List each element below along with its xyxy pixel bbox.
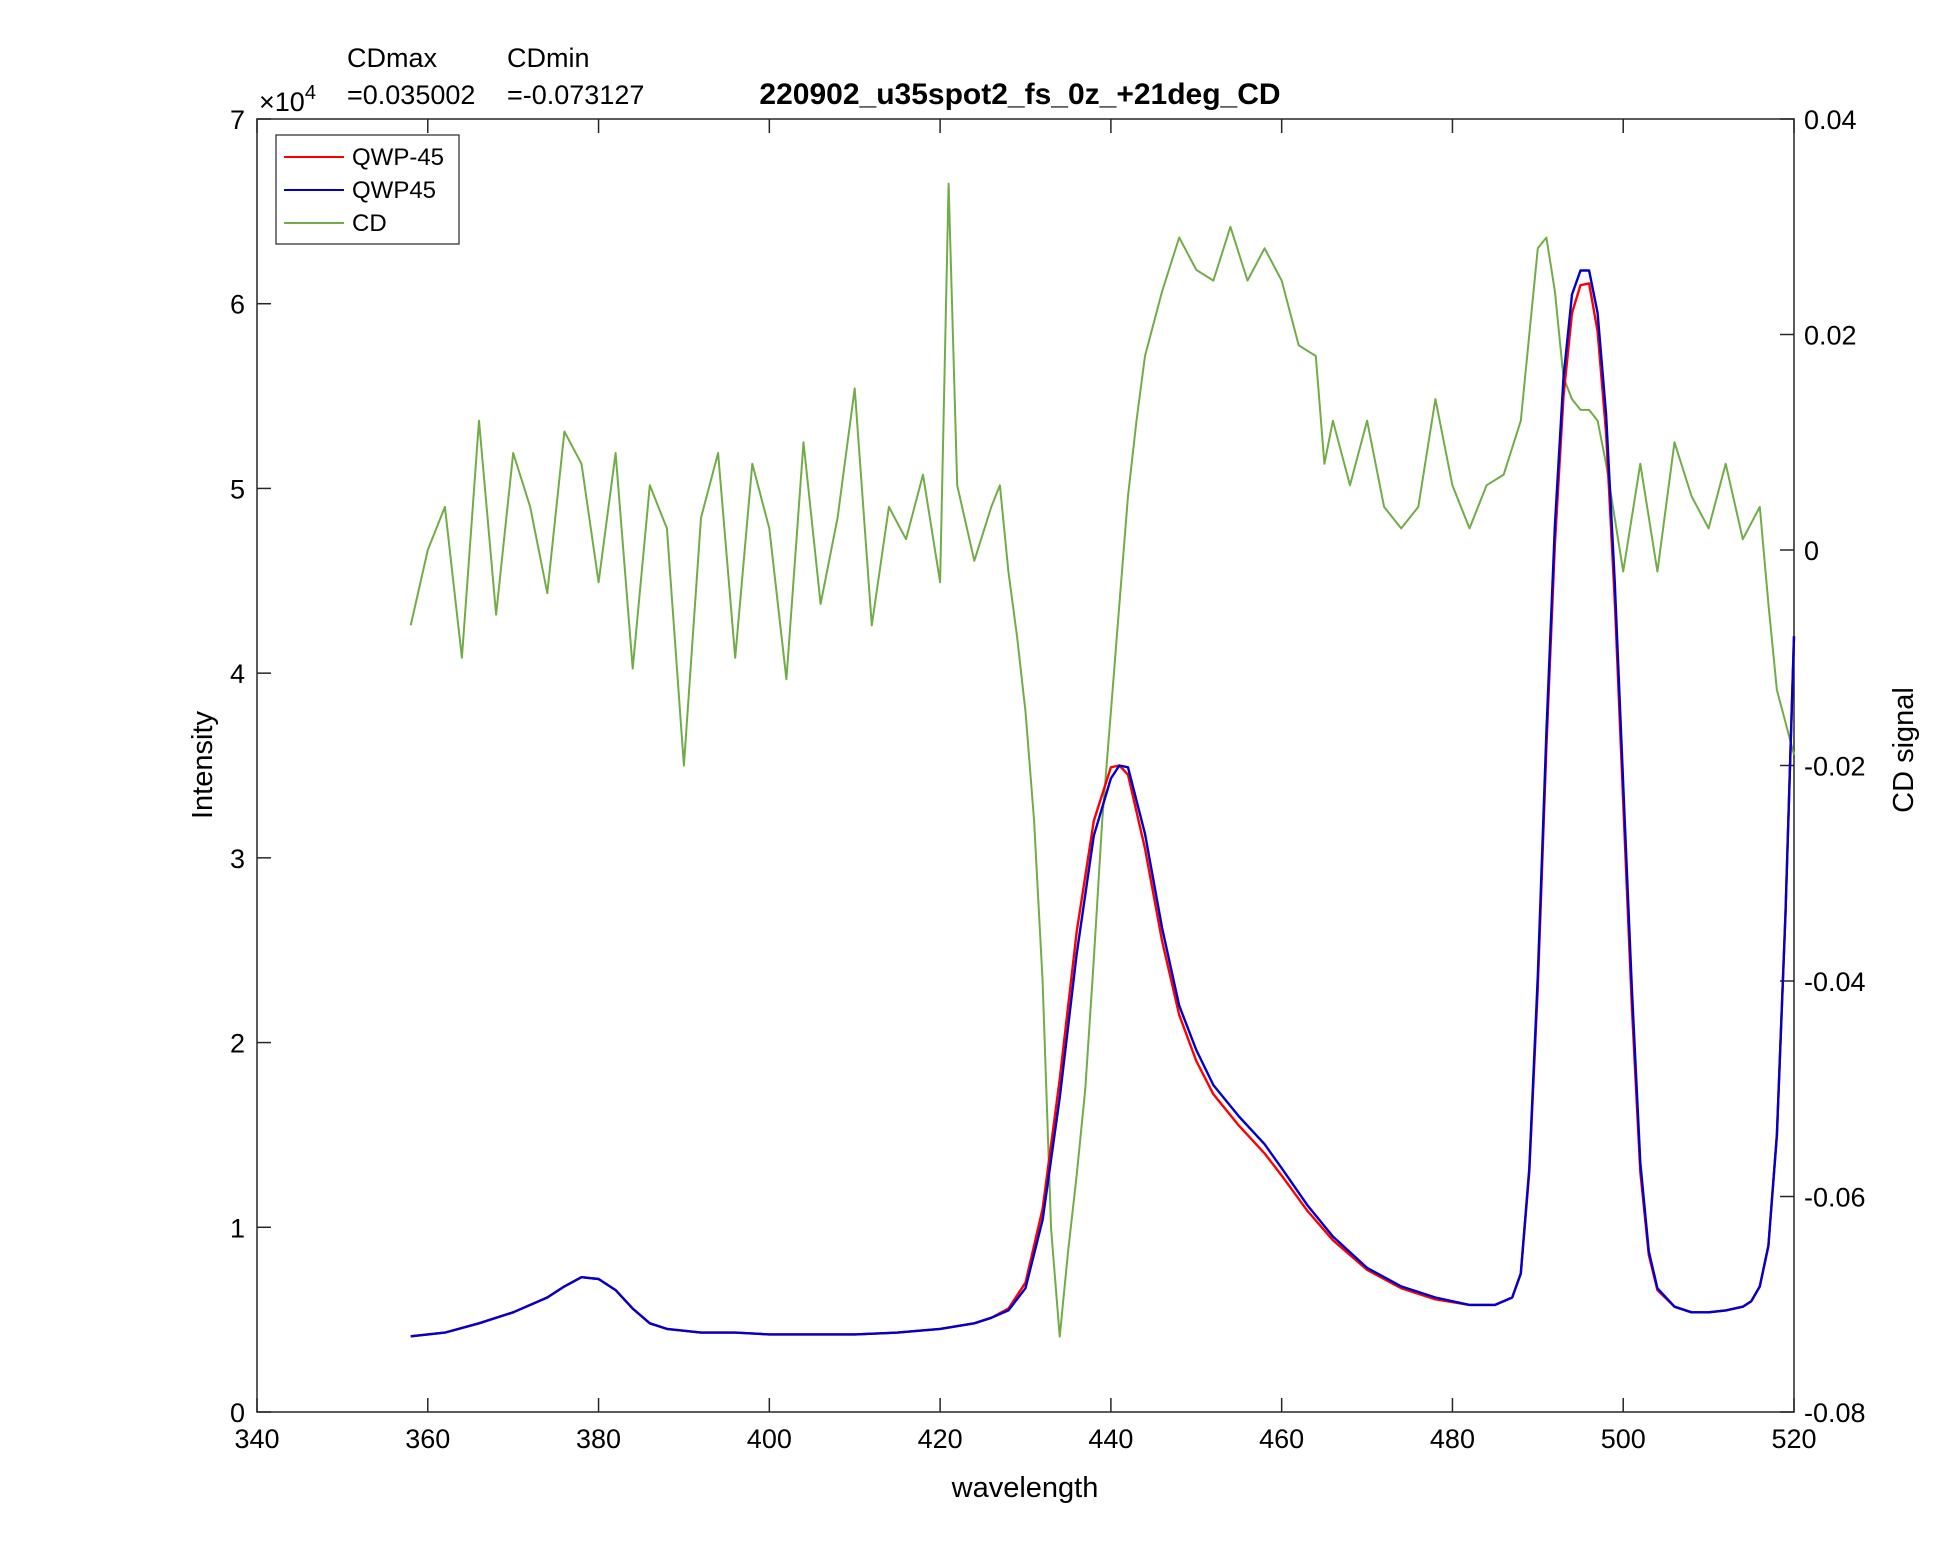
- y-left-tick-label: 5: [230, 474, 245, 504]
- y-right-tick-label: 0.04: [1804, 105, 1857, 135]
- series-line-cd: [409, 182, 1795, 1338]
- x-tick-label: 460: [1259, 1424, 1304, 1454]
- x-tick-label: 380: [576, 1424, 621, 1454]
- y-exponent-base: ×10: [259, 87, 305, 117]
- y-left-axis-label: Intensity: [187, 711, 219, 819]
- series-line-qwp45: [410, 269, 1796, 1338]
- y-exponent-power: 4: [305, 82, 316, 104]
- y-left-tick-label: 6: [230, 290, 245, 320]
- x-tick-label: 420: [918, 1424, 963, 1454]
- y-left-tick-label: 1: [230, 1213, 245, 1243]
- y-left-tick-label: 2: [230, 1029, 245, 1059]
- x-tick-label: 340: [234, 1424, 279, 1454]
- legend-label: QWP-45: [352, 144, 444, 171]
- x-tick-label: 400: [747, 1424, 792, 1454]
- x-tick-label: 480: [1430, 1424, 1475, 1454]
- legend-label: CD: [352, 210, 387, 237]
- legend: QWP-45 QWP45 CD: [275, 134, 460, 245]
- y-left-tick-label: 0: [230, 1398, 245, 1428]
- x-axis-label: wavelength: [951, 1472, 1099, 1504]
- series-layer: [409, 182, 1796, 1338]
- y-right-tick-label: 0.02: [1804, 321, 1857, 351]
- x-tick-label: 360: [405, 1424, 450, 1454]
- y-right-tick-label: -0.08: [1804, 1398, 1866, 1428]
- y-left-tick-label: 4: [230, 659, 245, 689]
- cdmin-value: =-0.073127: [507, 80, 644, 110]
- plot-area: [256, 118, 1795, 1413]
- cdmin-label: CDmin: [507, 43, 590, 73]
- x-tick-label: 520: [1771, 1424, 1816, 1454]
- x-tick-label: 500: [1601, 1424, 1646, 1454]
- y-right-tick-label: -0.04: [1804, 967, 1866, 997]
- y-left-tick-label: 3: [230, 844, 245, 874]
- y-left-tick-label: 7: [230, 105, 245, 135]
- y-right-axis-label: CD signal: [1888, 687, 1920, 813]
- cdmax-value: =0.035002: [347, 80, 475, 110]
- cdmax-label: CDmax: [347, 43, 438, 73]
- legend-label: QWP45: [352, 177, 436, 204]
- y-right-tick-label: -0.02: [1804, 752, 1866, 782]
- y-left-axis: 0 1 2 3 4 5 6 7: [230, 105, 271, 1428]
- y-exponent-label: ×104: [259, 82, 316, 117]
- x-axis: 340 360 380 400 420 440 460 480 500 520: [234, 119, 1817, 1454]
- y-right-tick-label: 0: [1804, 536, 1819, 566]
- y-right-axis: -0.08 -0.06 -0.04 -0.02 0 0.02 0.04: [1780, 105, 1866, 1428]
- x-tick-label: 440: [1088, 1424, 1133, 1454]
- y-right-tick-label: -0.06: [1804, 1183, 1866, 1213]
- chart-title: 220902_u35spot2_fs_0z_+21deg_CD: [759, 78, 1280, 111]
